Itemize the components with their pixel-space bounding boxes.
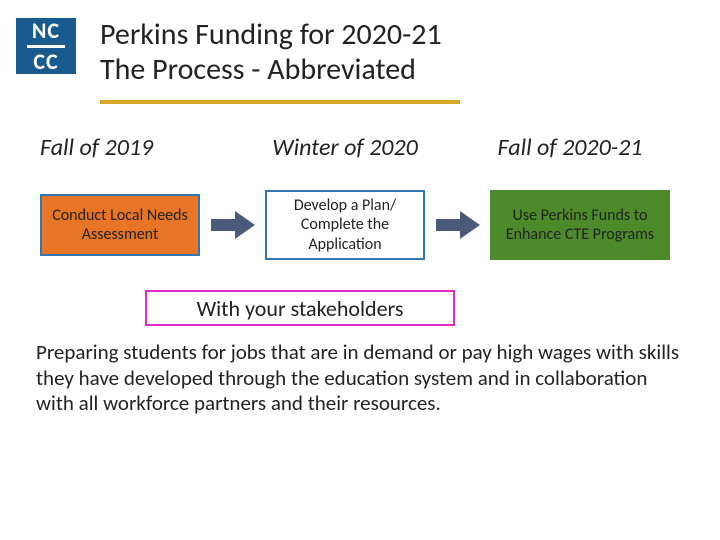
step-box-needs-assessment: Conduct Local Needs Assessment: [40, 194, 200, 256]
period-row: Fall of 2019 Winter of 2020 Fall of 2020…: [0, 87, 720, 162]
arrow-icon: [211, 211, 255, 239]
period-winter-2020: Winter of 2020: [245, 133, 445, 162]
period-fall-2020-21: Fall of 2020-21: [470, 133, 670, 162]
process-flow: Conduct Local Needs Assessment Develop a…: [0, 162, 720, 260]
title-line-2: The Process - Abbreviated: [100, 53, 442, 88]
title-line-1: Perkins Funding for 2020-21: [100, 18, 442, 53]
slide-header: NC CC Perkins Funding for 2020-21 The Pr…: [0, 0, 720, 87]
title-block: Perkins Funding for 2020-21 The Process …: [100, 18, 442, 87]
nccc-logo: NC CC: [16, 18, 76, 74]
title-underline: [100, 100, 460, 104]
step-box-use-funds: Use Perkins Funds to Enhance CTE Program…: [490, 190, 670, 260]
description-paragraph: Preparing students for jobs that are in …: [0, 326, 720, 417]
period-fall-2019: Fall of 2019: [40, 133, 220, 162]
stakeholders-callout: With your stakeholders: [145, 290, 455, 326]
step-box-develop-plan: Develop a Plan/ Complete the Application: [265, 190, 425, 260]
logo-text-top: NC: [32, 20, 60, 42]
arrow-icon: [436, 211, 480, 239]
logo-text-bottom: CC: [33, 51, 58, 73]
